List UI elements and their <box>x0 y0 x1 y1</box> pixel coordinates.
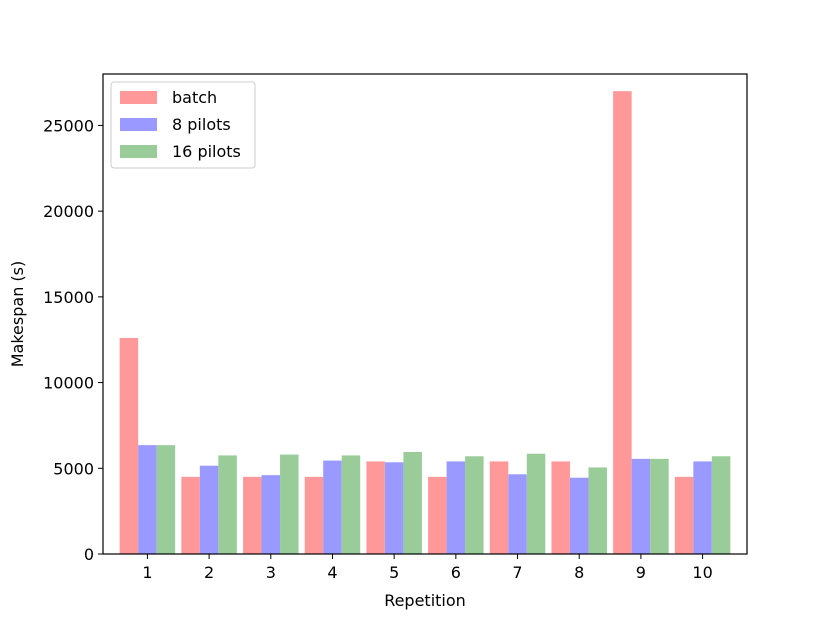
bar-8-pilots-8 <box>569 477 589 554</box>
legend-swatch-batch <box>120 91 157 104</box>
bar-16-pilots-3 <box>280 454 299 554</box>
y-tick-label: 15000 <box>43 288 94 307</box>
bar-16-pilots-10 <box>711 456 731 554</box>
y-tick-label: 0 <box>84 545 94 564</box>
legend-swatch-16-pilots <box>120 145 157 158</box>
bar-16-pilots-1 <box>156 445 176 554</box>
legend: batch 8 pilots 16 pilots <box>110 81 256 169</box>
bar-batch-6 <box>428 476 447 554</box>
bar-16-pilots-7 <box>526 453 546 554</box>
x-tick-label: 6 <box>451 563 461 582</box>
bar-16-pilots-8 <box>588 467 607 554</box>
bar-batch-9 <box>613 91 632 555</box>
x-tick-label: 5 <box>389 563 399 582</box>
bar-16-pilots-6 <box>465 456 484 554</box>
y-axis-label: Makespan (s) <box>8 261 27 368</box>
plot-frame <box>102 73 748 555</box>
legend-swatch-8-pilots <box>120 118 157 131</box>
y-tick-label: 20000 <box>43 202 94 221</box>
bar-batch-10 <box>674 476 694 554</box>
bar-16-pilots-9 <box>650 458 669 554</box>
bar-8-pilots-4 <box>323 460 342 554</box>
bar-8-pilots-10 <box>693 461 712 554</box>
bar-8-pilots-2 <box>199 465 219 554</box>
bar-8-pilots-5 <box>384 462 404 554</box>
y-axis-ticks: 0 5000 10000 15000 20000 25000 <box>43 116 103 564</box>
bar-batch-5 <box>366 461 385 554</box>
y-tick-label: 5000 <box>53 459 94 478</box>
bars-group <box>119 91 731 555</box>
y-tick-label: 25000 <box>43 116 94 135</box>
legend-label-8-pilots: 8 pilots <box>172 115 231 134</box>
bar-8-pilots-3 <box>261 475 281 554</box>
x-axis-ticks: 1 2 3 4 5 6 7 8 9 10 <box>142 554 713 582</box>
bar-8-pilots-6 <box>446 461 466 554</box>
bar-batch-1 <box>119 338 139 554</box>
legend-label-16-pilots: 16 pilots <box>172 142 241 161</box>
bar-16-pilots-4 <box>341 455 361 554</box>
legend-label-batch: batch <box>172 88 217 107</box>
x-tick-label: 8 <box>574 563 584 582</box>
bar-8-pilots-1 <box>138 445 157 554</box>
bar-batch-8 <box>551 461 570 554</box>
x-tick-label: 3 <box>266 563 276 582</box>
y-tick-label: 10000 <box>43 374 94 393</box>
bar-batch-7 <box>489 461 509 554</box>
bar-batch-3 <box>243 476 262 554</box>
x-tick-label: 9 <box>636 563 646 582</box>
bar-16-pilots-5 <box>403 452 422 554</box>
x-tick-label: 1 <box>142 563 152 582</box>
x-tick-label: 10 <box>692 563 712 582</box>
bar-batch-2 <box>181 476 200 554</box>
bar-batch-4 <box>304 476 324 554</box>
x-axis-label: Repetition <box>384 591 466 610</box>
x-tick-label: 4 <box>327 563 337 582</box>
x-tick-label: 7 <box>512 563 522 582</box>
bar-8-pilots-9 <box>631 458 651 554</box>
x-tick-label: 2 <box>204 563 214 582</box>
bar-8-pilots-7 <box>508 474 527 554</box>
bar-16-pilots-2 <box>218 455 237 554</box>
